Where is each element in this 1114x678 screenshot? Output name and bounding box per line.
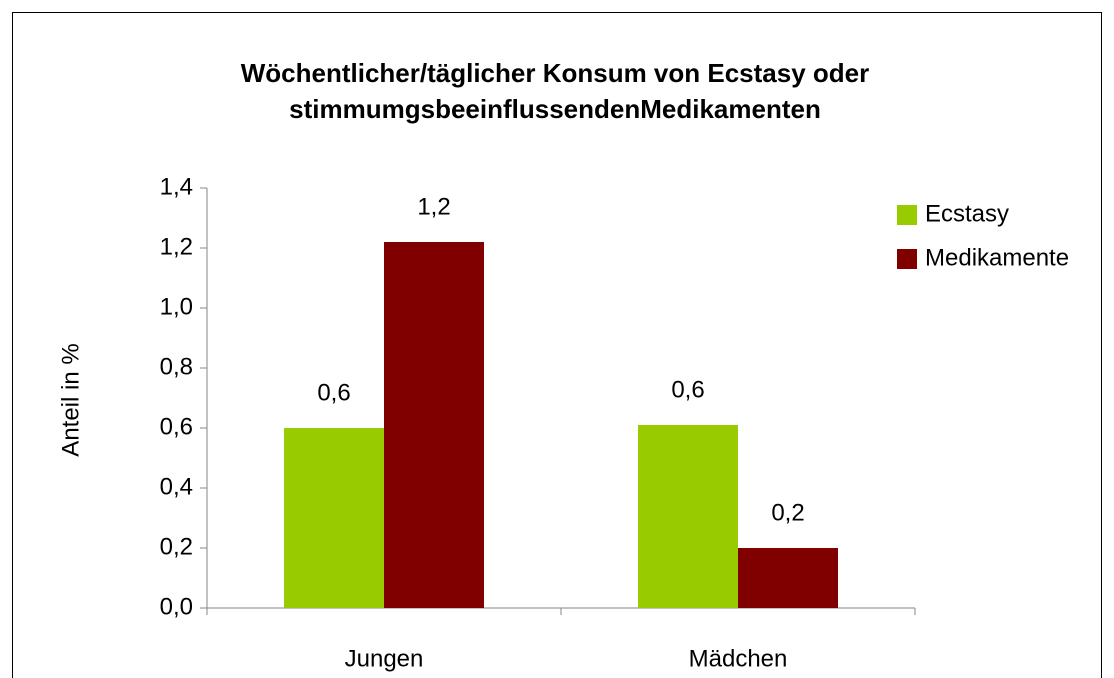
legend-label: Ecstasy: [925, 200, 1009, 227]
bar: [638, 425, 738, 608]
y-tick-label: 1,4: [160, 173, 193, 200]
x-tick-label: Jungen: [345, 645, 424, 672]
chart-title: Wöchentlicher/täglicher Konsum von Ecsta…: [241, 58, 869, 88]
legend-swatch: [897, 249, 917, 269]
data-label: 0,6: [671, 376, 704, 403]
y-tick-label: 0,2: [160, 533, 193, 560]
chart-border: [12, 12, 1102, 678]
y-tick-label: 1,0: [160, 293, 193, 320]
y-tick-label: 0,6: [160, 413, 193, 440]
y-tick-label: 0,0: [160, 593, 193, 620]
legend-swatch: [897, 205, 917, 225]
bar: [384, 242, 484, 608]
bar: [738, 548, 838, 608]
data-label: 1,2: [417, 193, 450, 220]
x-tick-label: Mädchen: [689, 645, 788, 672]
y-tick-label: 0,4: [160, 473, 193, 500]
y-tick-label: 1,2: [160, 233, 193, 260]
data-label: 0,6: [317, 379, 350, 406]
data-label: 0,2: [771, 499, 804, 526]
y-axis-label: Anteil in %: [57, 343, 84, 456]
legend-label: Medikamente: [925, 244, 1069, 271]
y-tick-label: 0,8: [160, 353, 193, 380]
chart-title: stimmumgsbeeinflussendenMedikamenten: [289, 94, 821, 124]
bar: [284, 428, 384, 608]
